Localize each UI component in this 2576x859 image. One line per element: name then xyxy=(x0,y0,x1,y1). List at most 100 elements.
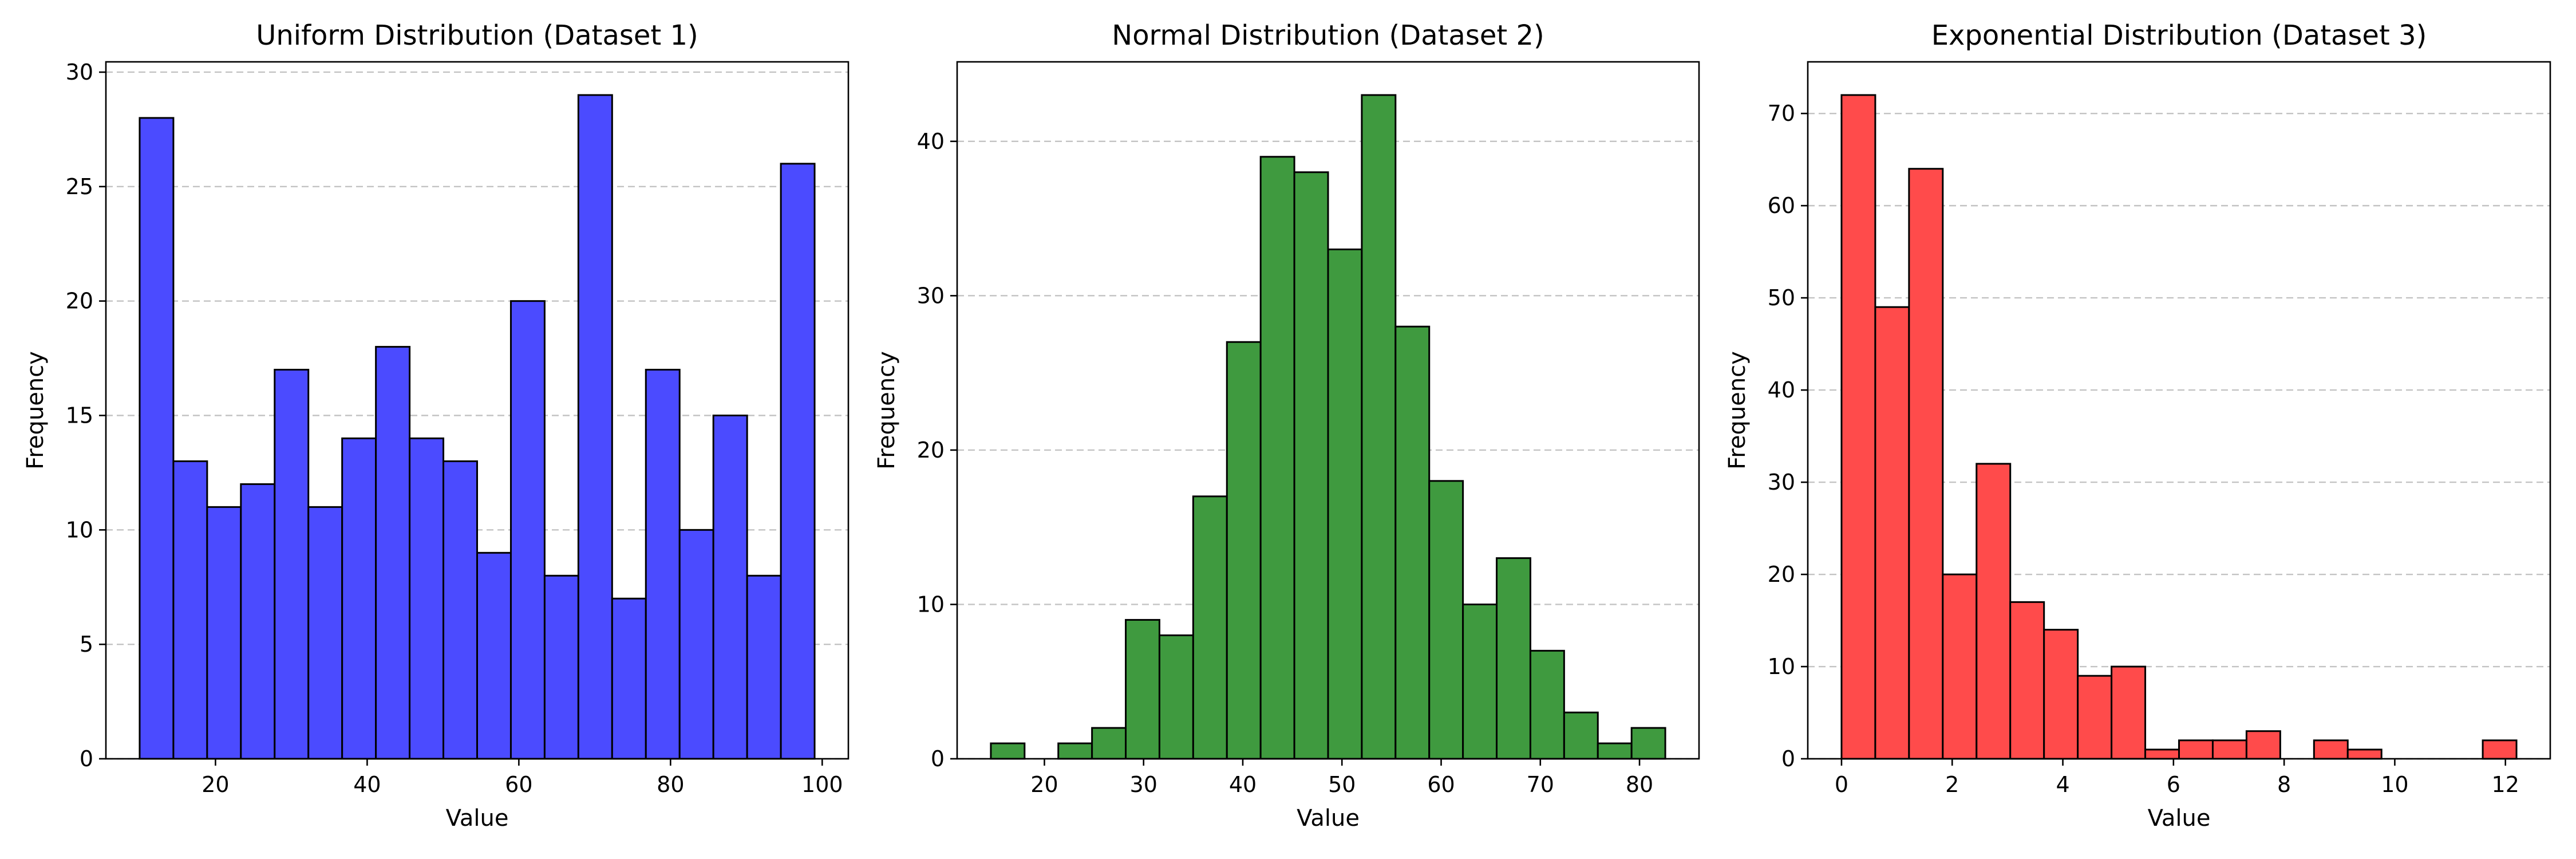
histogram-bar xyxy=(1597,742,1633,760)
histogram-bar xyxy=(409,437,445,760)
chart-title: Uniform Distribution (Dataset 1) xyxy=(256,19,698,52)
x-axis-label: Value xyxy=(446,805,509,832)
y-tick-label: 30 xyxy=(1768,470,1795,495)
y-axis-label: Frequency xyxy=(22,351,49,470)
histogram-bar xyxy=(645,369,681,760)
histogram-bar xyxy=(2313,739,2349,760)
bars xyxy=(1840,94,2518,760)
histogram-bar xyxy=(2144,748,2180,760)
y-tick-label: 20 xyxy=(66,289,93,314)
uniform-histogram-panel: Uniform Distribution (Dataset 1) Value F… xyxy=(22,19,850,832)
y-tick-label: 50 xyxy=(1768,285,1795,310)
normal-histogram-panel: Normal Distribution (Dataset 2) Value Fr… xyxy=(874,19,1700,832)
bars xyxy=(139,94,816,760)
histogram-bar xyxy=(2178,739,2214,760)
x-tick-label: 20 xyxy=(1030,772,1058,797)
histogram-bar xyxy=(509,300,546,760)
histogram-bar xyxy=(746,574,782,760)
plot-frame xyxy=(105,61,850,760)
chart-title: Exponential Distribution (Dataset 3) xyxy=(1931,19,2427,52)
histogram-bar xyxy=(990,742,1026,760)
y-tick-label: 10 xyxy=(917,592,945,617)
y-axis-label: Frequency xyxy=(1724,351,1751,470)
histogram-bar xyxy=(2211,739,2247,760)
histogram-bar xyxy=(712,414,748,760)
histogram-bar xyxy=(780,163,816,760)
histogram-bar xyxy=(341,437,377,760)
histogram-bar xyxy=(1874,306,1910,760)
histogram-bar xyxy=(1327,248,1363,760)
y-tick-label: 10 xyxy=(66,517,93,542)
histogram-bar xyxy=(1226,341,1262,760)
histogram-bar xyxy=(1496,557,1531,760)
y-tick-label: 70 xyxy=(1768,101,1795,126)
histogram-bar xyxy=(1462,603,1498,760)
x-tick-label: 10 xyxy=(2381,772,2408,797)
histogram-bar xyxy=(1192,495,1228,760)
histogram-bar xyxy=(2245,730,2281,760)
y-tick-label: 20 xyxy=(917,438,945,463)
histogram-bar xyxy=(2346,748,2383,760)
x-axis-label: Value xyxy=(2148,805,2211,832)
chart-title: Normal Distribution (Dataset 2) xyxy=(1112,19,1544,52)
histogram-bar xyxy=(274,369,310,760)
histogram-bar xyxy=(1942,573,1978,760)
x-tick-label: 4 xyxy=(2056,772,2069,797)
x-tick-label: 80 xyxy=(657,772,684,797)
exponential-histogram-panel: Exponential Distribution (Dataset 3) Val… xyxy=(1724,19,2551,832)
histogram-bar xyxy=(1529,649,1565,760)
y-tick-label: 60 xyxy=(1768,193,1795,218)
histogram-bar xyxy=(2482,739,2518,760)
histogram-bar xyxy=(1908,168,1944,760)
bars xyxy=(990,94,1666,760)
histogram-bar xyxy=(206,506,242,760)
x-tick-label: 2 xyxy=(1945,772,1959,797)
y-tick-label: 40 xyxy=(917,129,945,154)
x-tick-label: 80 xyxy=(1626,772,1653,797)
histogram-bar xyxy=(2111,665,2147,760)
x-tick-label: 6 xyxy=(2167,772,2180,797)
histogram-bar xyxy=(1361,94,1397,760)
histogram-bar xyxy=(543,574,579,760)
histogram-bar xyxy=(1158,634,1194,760)
histogram-bar xyxy=(1293,171,1329,760)
y-tick-label: 10 xyxy=(1768,654,1795,679)
y-tick-label: 0 xyxy=(80,746,93,771)
x-tick-label: 12 xyxy=(2492,772,2519,797)
histogram-bar xyxy=(1091,727,1127,760)
histogram-bar xyxy=(240,483,276,760)
x-tick-label: 70 xyxy=(1527,772,1554,797)
histogram-bar xyxy=(1976,463,2012,760)
histogram-bar xyxy=(139,117,175,760)
histogram-bar xyxy=(577,94,613,760)
y-tick-label: 20 xyxy=(1768,562,1795,587)
y-tick-label: 25 xyxy=(66,174,93,199)
histogram-bar xyxy=(2043,629,2079,760)
histogram-bar xyxy=(678,529,714,760)
y-tick-label: 15 xyxy=(66,403,93,428)
histogram-bar xyxy=(611,597,647,760)
plot-frame xyxy=(956,61,1700,760)
histogram-bar xyxy=(1630,727,1666,760)
x-tick-label: 40 xyxy=(1229,772,1257,797)
histogram-bar xyxy=(1057,742,1093,760)
x-tick-label: 60 xyxy=(1427,772,1455,797)
x-tick-label: 8 xyxy=(2277,772,2291,797)
y-tick-label: 5 xyxy=(80,632,93,657)
plot-frame xyxy=(1807,61,2551,760)
x-tick-label: 50 xyxy=(1328,772,1356,797)
x-tick-label: 0 xyxy=(1835,772,1848,797)
x-axis-label: Value xyxy=(1297,805,1360,832)
y-tick-label: 30 xyxy=(917,283,945,308)
y-tick-label: 0 xyxy=(1781,746,1795,771)
y-tick-label: 40 xyxy=(1768,377,1795,403)
x-tick-label: 100 xyxy=(801,772,843,797)
y-tick-label: 0 xyxy=(931,746,945,771)
x-tick-label: 30 xyxy=(1130,772,1157,797)
histogram-bar xyxy=(2077,675,2113,760)
histogram-bar xyxy=(307,506,343,760)
x-tick-label: 20 xyxy=(202,772,229,797)
histogram-bar xyxy=(476,551,512,760)
x-tick-label: 60 xyxy=(505,772,532,797)
